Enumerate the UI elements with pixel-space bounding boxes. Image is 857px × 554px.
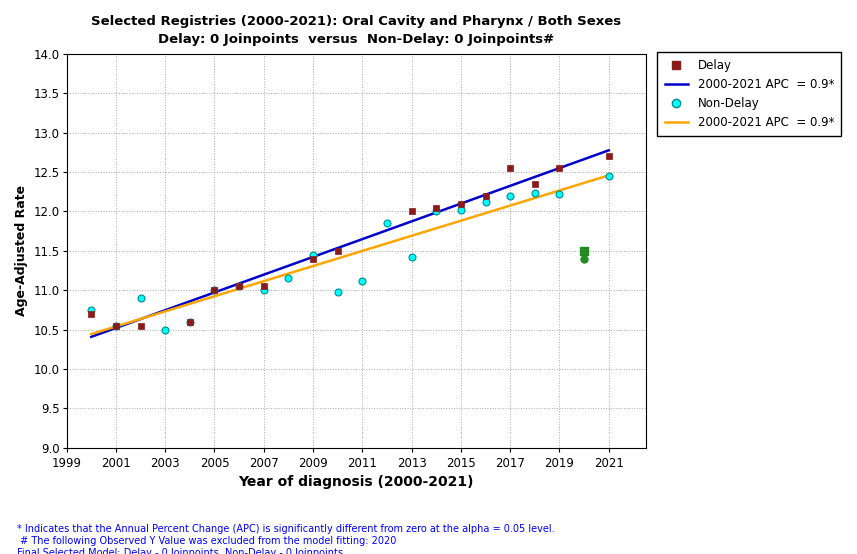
Point [306,250,320,259]
Point [207,286,221,295]
X-axis label: Year of diagnosis (2000-2021): Year of diagnosis (2000-2021) [238,475,474,489]
Point [405,207,418,216]
Text: * Indicates that the Annual Percent Change (APC) is significantly different from: * Indicates that the Annual Percent Chan… [17,524,554,534]
Point [183,317,197,326]
Point [578,254,591,263]
Point [331,247,345,255]
Point [454,199,468,208]
Point [232,282,246,291]
Point [528,179,542,188]
Legend: Delay, 2000-2021 APC  = 0.9*, Non-Delay, 2000-2021 APC  = 0.9*: Delay, 2000-2021 APC = 0.9*, Non-Delay, … [657,52,842,136]
Point [503,191,517,200]
Point [109,321,123,330]
Point [553,164,566,173]
Point [183,317,197,326]
Point [257,286,271,295]
Point [381,219,394,228]
Point [159,325,172,334]
Point [602,152,615,161]
Point [134,294,147,302]
Point [429,203,443,212]
Y-axis label: Age-Adjusted Rate: Age-Adjusted Rate [15,185,28,316]
Point [479,191,493,200]
Point [578,247,591,255]
Point [528,189,542,198]
Point [232,282,246,291]
Point [134,321,147,330]
Point [306,254,320,263]
Point [356,276,369,285]
Title: Selected Registries (2000-2021): Oral Cavity and Pharynx / Both Sexes
Delay: 0 J: Selected Registries (2000-2021): Oral Ca… [91,15,621,46]
Text: Final Selected Model: Delay - 0 Joinpoints, Non-Delay - 0 Joinpoints.: Final Selected Model: Delay - 0 Joinpoin… [17,548,346,554]
Text: # The following Observed Y Value was excluded from the model fitting: 2020: # The following Observed Y Value was exc… [17,536,397,546]
Point [454,206,468,214]
Point [84,305,98,314]
Point [331,288,345,296]
Point [429,207,443,216]
Point [553,190,566,199]
Point [257,282,271,291]
Point [503,164,517,173]
Point [602,172,615,181]
Point [479,198,493,207]
Point [84,309,98,318]
Point [282,274,296,283]
Point [207,286,221,295]
Point [405,253,418,261]
Point [109,321,123,330]
